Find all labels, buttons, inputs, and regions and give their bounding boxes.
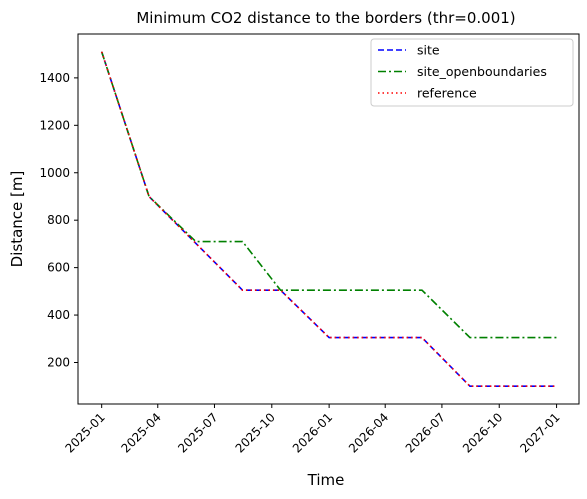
x-tick-label: 2025-04 xyxy=(119,410,164,455)
y-tick-label: 1400 xyxy=(39,71,70,85)
legend-label-site: site xyxy=(417,43,440,58)
y-tick-label: 600 xyxy=(47,261,70,275)
plot-frame xyxy=(77,33,580,405)
x-tick-label: 2026-10 xyxy=(460,410,505,455)
x-tick-label: 2026-07 xyxy=(403,410,448,455)
series-line-reference xyxy=(100,51,557,388)
series-layer xyxy=(100,51,557,388)
chart-title: Minimum CO2 distance to the borders (thr… xyxy=(136,9,515,27)
legend-label-reference: reference xyxy=(417,86,477,101)
y-axis: 200 400 600 800 1000 1200 1400 xyxy=(39,71,78,369)
x-tick-label: 2026-04 xyxy=(346,410,391,455)
x-tick-label: 2025-01 xyxy=(62,410,107,455)
y-tick-label: 1200 xyxy=(39,118,70,132)
x-tick-label: 2026-01 xyxy=(290,410,335,455)
y-tick-label: 1000 xyxy=(39,166,70,180)
y-tick-label: 400 xyxy=(47,308,70,322)
y-tick-label: 200 xyxy=(47,355,70,369)
x-tick-label: 2025-07 xyxy=(175,410,220,455)
legend: site site_openboundaries reference xyxy=(370,38,574,107)
y-axis-label: Distance [m] xyxy=(8,171,26,268)
y-tick-label: 800 xyxy=(47,213,70,227)
x-tick-label: 2027-01 xyxy=(517,410,562,455)
x-axis-label: Time xyxy=(307,471,345,489)
x-axis: 2025-01 2025-04 2025-07 2025-10 2026-01 2026-… xyxy=(62,404,563,456)
legend-frame xyxy=(370,38,574,107)
x-tick-label: 2025-10 xyxy=(233,410,278,455)
legend-label-site-openboundaries: site_openboundaries xyxy=(417,64,547,79)
